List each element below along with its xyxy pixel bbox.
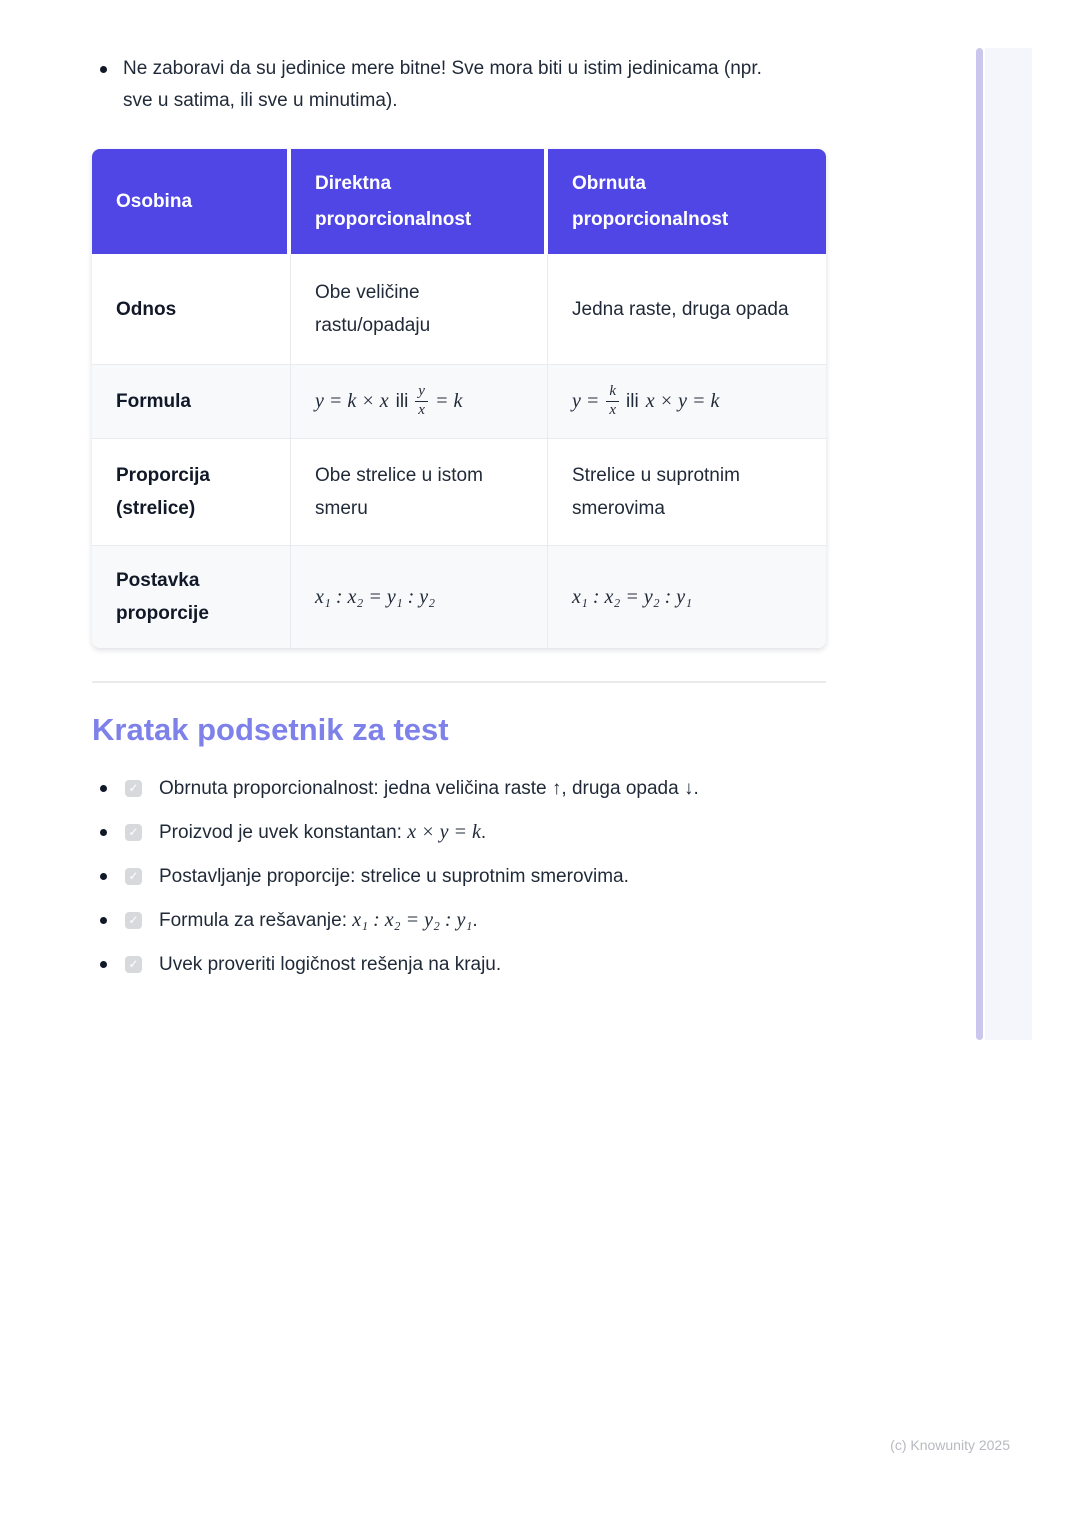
cell-postavka-label: Postavka proporcije [92, 545, 291, 648]
proportion-direct: x₁ : x₂ = y₁ : y₂ [315, 585, 436, 608]
checkbox-checked-icon[interactable]: ✓ [125, 823, 142, 841]
reminder-checklist: ✓ Obrnuta proporcionalnost: jedna veliči… [100, 766, 699, 986]
bullet-dot [100, 784, 107, 792]
checkbox-checked-icon[interactable]: ✓ [125, 867, 142, 885]
vertical-scrollbar[interactable] [976, 48, 983, 1040]
formula-inverse-post: x × y = k [645, 390, 720, 412]
formula-inverse-conj: ili [626, 391, 639, 412]
formula-inverse-pre: y = [572, 390, 600, 412]
bullet-dot [100, 960, 107, 968]
checklist-item: ✓ Uvek proveriti logičnost rešenja na kr… [100, 942, 699, 986]
checkbox-checked-icon[interactable]: ✓ [125, 779, 142, 797]
cell-proporcija-inverse: Strelice u suprotnim smerovima [548, 438, 826, 545]
cell-proporcija-direct: Obe strelice u istom smeru [291, 438, 548, 545]
checklist-text: Obrnuta proporcionalnost: jedna veličina… [159, 777, 699, 799]
units-note-text: Ne zaboravi da su jedinice mere bitne! S… [123, 58, 762, 111]
table-header-direktna: Direktna proporcionalnost [291, 149, 548, 254]
fraction-y-over-x: y x [415, 383, 428, 419]
units-note: Ne zaboravi da su jedinice mere bitne! S… [100, 53, 795, 117]
bullet-dot [100, 916, 107, 924]
checkbox-checked-icon[interactable]: ✓ [125, 955, 142, 973]
formula-direct-conj: ili [395, 391, 409, 412]
cell-odnos-inverse: Jedna raste, druga opada [548, 254, 826, 364]
fraction-k-over-x: k x [606, 383, 620, 419]
bullet-dot [100, 872, 107, 880]
cell-postavka-direct: x₁ : x₂ = y₁ : y₂ [291, 545, 548, 648]
checkbox-checked-icon[interactable]: ✓ [125, 911, 142, 929]
checklist-item: ✓ Postavljanje proporcije: strelice u su… [100, 854, 699, 898]
checklist-item: ✓ Proizvod je uvek konstantan: x × y = k… [100, 810, 699, 854]
bullet-dot [100, 828, 107, 836]
proportionality-comparison-table: Osobina Direktna proporcionalnost Obrnut… [92, 149, 826, 648]
cell-odnos-label: Odnos [92, 254, 291, 364]
next-page-preview [985, 48, 1032, 1040]
formula-direct: y = k × x ili y x = k [315, 383, 463, 419]
table-header-obrnuta: Obrnuta proporcionalnost [548, 149, 826, 254]
bullet-dot [100, 66, 107, 73]
copyright-footer: (c) Knowunity 2025 [890, 1437, 1010, 1453]
formula-inverse: y = k x ili x × y = k [572, 383, 720, 419]
checklist-item: ✓ Formula za rešavanje: x₁ : x₂ = y₂ : y… [100, 898, 699, 942]
cell-formula-inverse: y = k x ili x × y = k [548, 364, 826, 438]
formula-direct-post: = k [434, 390, 463, 412]
cell-formula-direct: y = k × x ili y x = k [291, 364, 548, 438]
cell-odnos-direct: Obe veličine rastu/opadaju [291, 254, 548, 364]
formula-direct-pre: y = k × x [315, 390, 389, 412]
checklist-text: Formula za rešavanje: x₁ : x₂ = y₂ : y₁. [159, 908, 478, 931]
cell-formula-label: Formula [92, 364, 291, 438]
section-divider [92, 681, 826, 683]
checklist-text: Postavljanje proporcije: strelice u supr… [159, 865, 629, 887]
section-title: Kratak podsetnik za test [92, 712, 449, 747]
checklist-item: ✓ Obrnuta proporcionalnost: jedna veliči… [100, 766, 699, 810]
checklist-text: Uvek proveriti logičnost rešenja na kraj… [159, 953, 502, 975]
cell-postavka-inverse: x₁ : x₂ = y₂ : y₁ [548, 545, 826, 648]
table-header-osobina: Osobina [92, 149, 291, 254]
checklist-text: Proizvod je uvek konstantan: x × y = k. [159, 820, 487, 843]
proportion-inverse: x₁ : x₂ = y₂ : y₁ [572, 585, 693, 608]
cell-proporcija-label: Proporcija (strelice) [92, 438, 291, 545]
